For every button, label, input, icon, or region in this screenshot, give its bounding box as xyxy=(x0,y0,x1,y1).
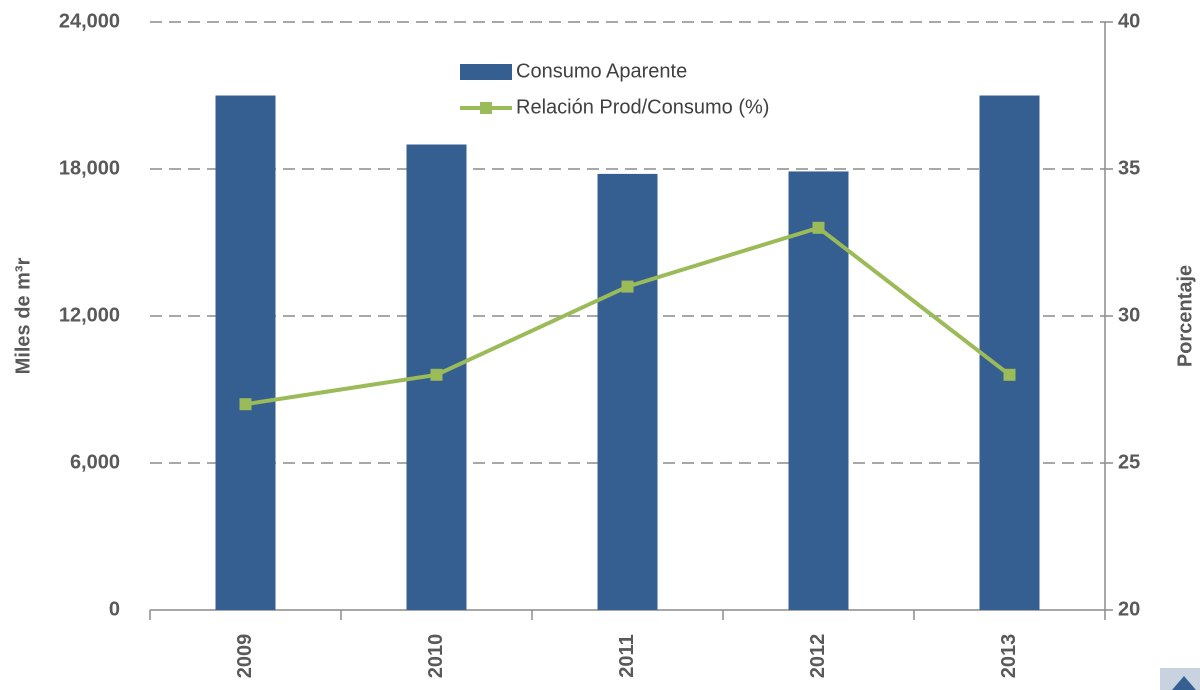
legend-label: Relación Prod/Consumo (%) xyxy=(516,96,769,118)
x-tick-label: 2012 xyxy=(807,634,829,679)
line-marker xyxy=(621,280,634,293)
y-tick-label: 12,000 xyxy=(59,304,120,326)
legend-label: Consumo Aparente xyxy=(516,60,687,82)
bar xyxy=(788,171,849,610)
y-axis-title: Miles de m³r xyxy=(12,257,34,374)
legend-swatch xyxy=(480,102,492,114)
bar xyxy=(979,95,1040,610)
y2-tick-label: 30 xyxy=(1118,304,1140,326)
legend-swatch xyxy=(460,64,512,80)
logo xyxy=(1160,668,1200,690)
y2-tick-label: 40 xyxy=(1118,10,1140,32)
line-marker xyxy=(812,221,825,234)
line-marker xyxy=(430,368,443,381)
y-tick-label: 0 xyxy=(109,598,120,620)
y2-tick-label: 25 xyxy=(1118,451,1140,473)
x-tick-label: 2011 xyxy=(616,634,638,677)
line-marker xyxy=(1003,368,1016,381)
y2-tick-label: 20 xyxy=(1118,598,1140,620)
bar xyxy=(597,173,658,610)
x-tick-label: 2009 xyxy=(234,634,256,679)
y2-tick-label: 35 xyxy=(1118,157,1140,179)
x-tick-label: 2013 xyxy=(998,634,1020,679)
x-tick-label: 2010 xyxy=(425,634,447,679)
y2-axis-title: Porcentaje xyxy=(1174,265,1196,367)
bar xyxy=(215,95,276,610)
line-marker xyxy=(239,398,252,411)
y-tick-label: 24,000 xyxy=(59,10,120,32)
y-tick-label: 18,000 xyxy=(59,157,120,179)
y-tick-label: 6,000 xyxy=(70,451,120,473)
